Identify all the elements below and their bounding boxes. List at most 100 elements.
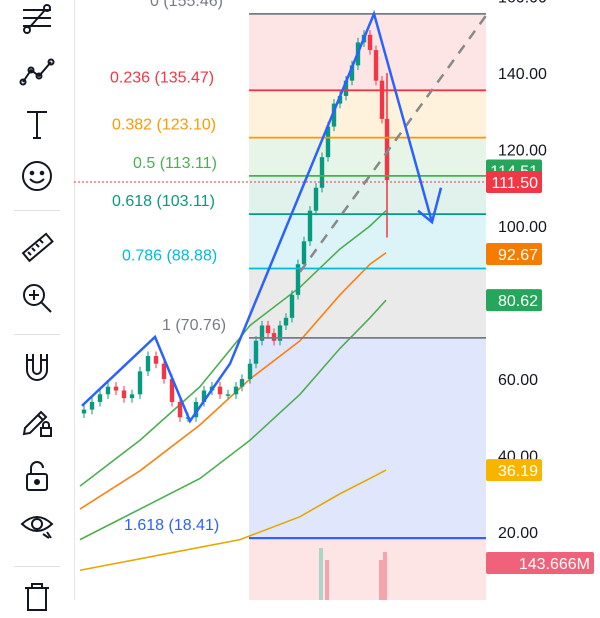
candle <box>161 363 167 379</box>
candle <box>81 409 87 414</box>
candle <box>283 317 289 326</box>
chart-canvas[interactable]: 0 (155.46) 0.236 (135.47) 0.382 (123.10) 0.… <box>74 0 600 600</box>
volume-bar <box>379 560 383 600</box>
zigzag-pattern <box>81 9 434 424</box>
candle <box>325 126 331 158</box>
fib-tool-icon[interactable] <box>12 0 62 44</box>
visibility-tool-icon[interactable] <box>12 502 62 546</box>
candle <box>97 394 103 402</box>
text-tool-icon[interactable] <box>12 102 62 146</box>
candle <box>277 325 283 341</box>
pattern-tool-icon[interactable] <box>12 50 62 94</box>
price-axis-tick: 140.00 <box>498 66 547 83</box>
candle <box>343 80 349 96</box>
trash-tool-icon[interactable] <box>12 574 62 618</box>
fib-level-label: 1.618 (18.41) <box>124 517 219 534</box>
magnet-tool-icon[interactable] <box>12 346 62 390</box>
fib-band <box>249 137 486 176</box>
price-badge-label: 143.666M <box>519 556 590 573</box>
fib-level-label: 0.382 (123.10) <box>112 117 216 134</box>
toolbar-divider <box>14 334 60 335</box>
price-badge-label: 80.62 <box>498 293 538 310</box>
fib-band <box>249 538 486 600</box>
fib-band <box>249 13 486 91</box>
price-badge-label: 92.67 <box>498 247 538 264</box>
candle <box>271 333 277 341</box>
candle <box>301 241 307 265</box>
zoom-in-tool-icon[interactable] <box>12 276 62 320</box>
candle <box>169 379 175 402</box>
fib-level-label: 0.618 (103.11) <box>112 193 215 210</box>
price-badge: 36.19 <box>486 459 542 482</box>
price-chart[interactable]: 0 (155.46) 0.236 (135.47) 0.382 (123.10) 0.… <box>74 0 600 600</box>
fib-band <box>249 90 486 138</box>
price-axis-tick: 160.00 <box>498 0 547 7</box>
price-badge-label: 36.19 <box>498 463 538 480</box>
fib-band <box>249 268 486 338</box>
candle <box>313 187 319 211</box>
candle <box>105 386 111 395</box>
candle <box>379 80 385 119</box>
candle <box>253 340 259 364</box>
price-badge-bg <box>486 243 542 266</box>
arrow-head <box>417 187 443 225</box>
fib-band <box>249 214 486 269</box>
candle <box>265 325 271 334</box>
volume-bar <box>383 552 387 600</box>
fib-level-label: 1 (70.76) <box>162 317 226 334</box>
candle <box>289 294 295 318</box>
fib-level-label: 0.5 (113.11) <box>133 155 217 172</box>
candle <box>331 103 337 127</box>
candle <box>373 50 379 81</box>
drawing-toolbar <box>0 0 75 611</box>
candle <box>145 356 151 372</box>
fib-level-label: 0 (155.46) <box>150 0 223 10</box>
ma-line-green <box>79 210 387 487</box>
price-badge-bg <box>486 459 542 482</box>
ma-line-green <box>79 299 387 541</box>
candle <box>259 325 265 341</box>
candle <box>113 386 119 391</box>
price-badge-bg <box>486 171 542 194</box>
price-badge-label: 111.50 <box>491 175 538 192</box>
emoji-tool-icon[interactable] <box>12 154 62 198</box>
price-axis-tick: 120.00 <box>498 143 547 160</box>
candle <box>89 401 95 410</box>
price-axis-tick: 100.00 <box>498 219 547 236</box>
price-badge: 92.67 <box>486 243 542 266</box>
candle <box>217 386 223 395</box>
candle <box>349 65 355 81</box>
candle <box>307 210 313 242</box>
candle <box>233 386 239 395</box>
unlock-tool-icon[interactable] <box>12 454 62 498</box>
lock-drawing-tool-icon[interactable] <box>12 400 62 444</box>
candle <box>177 401 183 418</box>
volume-bar <box>325 560 329 600</box>
ma-line-yellow <box>79 469 387 572</box>
candle <box>239 379 245 387</box>
price-badge: 80.62 <box>486 289 542 312</box>
candle <box>201 390 207 402</box>
candle <box>153 356 159 364</box>
candle <box>247 363 253 379</box>
price-axis-tick: 60.00 <box>498 372 538 389</box>
price-badge: 111.50 <box>486 171 542 194</box>
price-badge: 143.666M <box>486 552 594 574</box>
volume-bars <box>319 548 387 600</box>
candle <box>295 264 301 295</box>
toolbar-divider <box>14 210 60 211</box>
candle <box>129 394 135 399</box>
fib-level-label: 0.786 (88.88) <box>122 248 217 265</box>
candle <box>193 401 199 418</box>
volume-bar <box>319 548 323 600</box>
ruler-tool-icon[interactable] <box>12 226 62 270</box>
toolbar-divider <box>14 566 60 567</box>
candle <box>337 95 343 104</box>
fib-level-label: 0.236 (135.47) <box>110 69 214 86</box>
candle <box>121 390 127 399</box>
candle <box>367 34 373 51</box>
candle <box>225 394 231 396</box>
price-axis-tick: 20.00 <box>498 525 538 542</box>
fib-band <box>249 337 486 539</box>
price-badge-bg <box>486 552 594 574</box>
